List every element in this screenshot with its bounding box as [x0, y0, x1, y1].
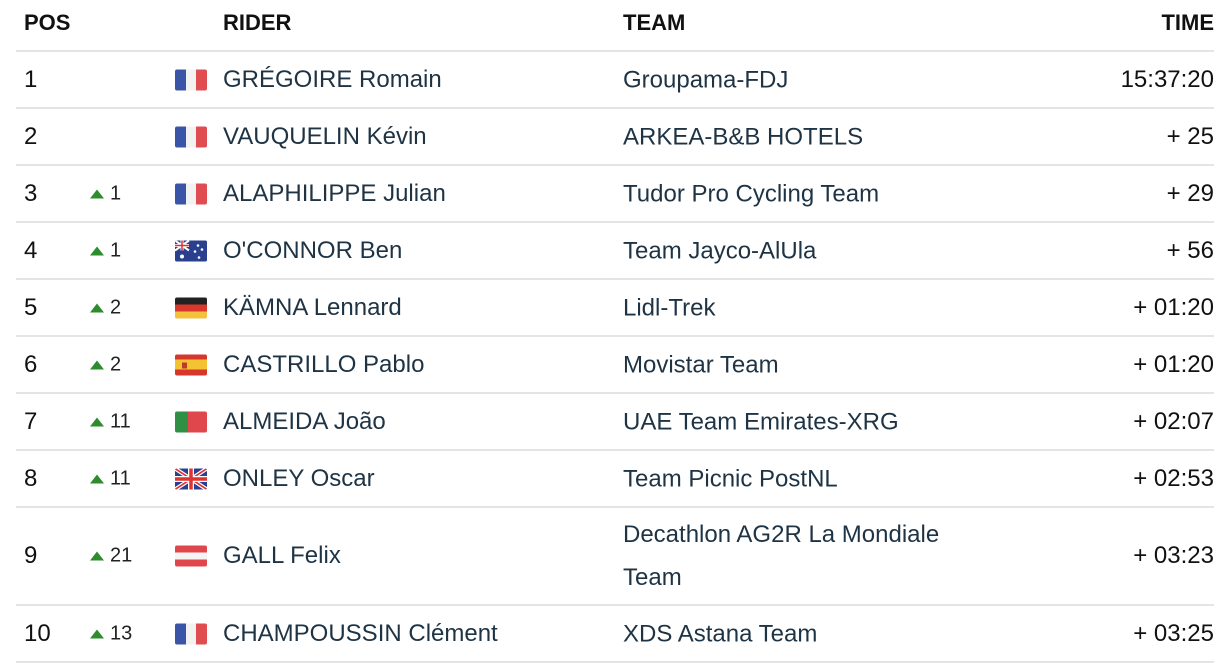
position-cell: 6 — [24, 350, 38, 378]
time-cell: + 56 — [1166, 236, 1214, 264]
position-gain: 1 — [90, 239, 150, 262]
time-cell: + 29 — [1166, 179, 1214, 207]
position-gain: 21 — [90, 545, 150, 568]
rider-name-link[interactable]: ALMEIDA João — [223, 407, 386, 435]
table-header: POS RIDER TEAM TIME — [16, 0, 1214, 52]
table-row: 1 GRÉGOIRE Romain Groupama-FDJ 15:37:20 — [16, 52, 1214, 109]
position-cell: 4 — [24, 236, 38, 264]
time-cell: + 03:23 — [1133, 542, 1214, 569]
gain-value: 11 — [110, 410, 131, 432]
header-time: TIME — [1161, 10, 1214, 35]
team-name-link[interactable]: Team Picnic PostNL — [623, 465, 838, 492]
position-cell: 3 — [24, 179, 38, 207]
up-arrow-icon — [90, 417, 104, 426]
up-arrow-icon — [90, 551, 104, 561]
position-cell: 7 — [24, 407, 38, 435]
flag-spain-icon — [175, 354, 207, 375]
table-row: 5 2 KÄMNA Lennard Lidl-Trek + 01:20 — [16, 280, 1214, 337]
position-cell: 9 — [24, 542, 38, 569]
flag-australia-icon — [175, 240, 207, 261]
team-name-link[interactable]: Tudor Pro Cycling Team — [623, 180, 880, 207]
flag-france-icon — [175, 623, 207, 644]
table-row: 6 2 CASTRILLO Pablo Movistar Team + 01:20 — [16, 337, 1214, 394]
team-name-link[interactable]: Lidl-Trek — [623, 294, 716, 321]
team-name-link[interactable]: UAE Team Emirates-XRG — [623, 408, 899, 435]
table-row: 2 VAUQUELIN Kévin ARKEA-B&B HOTELS + 25 — [16, 109, 1214, 166]
results-table: POS RIDER TEAM TIME 1 GRÉGOIRE Romain Grou… — [16, 0, 1214, 663]
gain-value: 11 — [110, 467, 131, 489]
time-cell: + 01:20 — [1133, 350, 1214, 378]
team-name-link[interactable]: ARKEA-B&B HOTELS — [623, 123, 864, 150]
position-gain: 11 — [90, 467, 150, 490]
rider-name-link[interactable]: KÄMNA Lennard — [223, 293, 402, 321]
table-row: 7 11 ALMEIDA João UAE Team Emirates-XRG + 02… — [16, 394, 1214, 451]
gain-value: 2 — [110, 296, 122, 318]
table-row: 10 13 CHAMPOUSSIN Clément XDS Astana Team + … — [16, 606, 1214, 663]
position-cell: 8 — [24, 464, 38, 492]
rider-name-link[interactable]: GRÉGOIRE Romain — [223, 65, 442, 93]
up-arrow-icon — [90, 629, 104, 638]
header-pos: POS — [24, 10, 71, 35]
position-gain: 1 — [90, 182, 150, 205]
flag-germany-icon — [175, 297, 207, 318]
flag-france-icon — [175, 126, 207, 147]
rider-name-link[interactable]: CHAMPOUSSIN Clément — [223, 619, 498, 647]
up-arrow-icon — [90, 474, 104, 483]
flag-france-icon — [175, 183, 207, 204]
flag-france-icon — [175, 69, 207, 90]
table-row: 4 1 O'CONNOR Ben Team Jayco-AlUla + 56 — [16, 223, 1214, 280]
rider-name-link[interactable]: ALAPHILIPPE Julian — [223, 179, 446, 207]
time-cell: + 03:25 — [1133, 619, 1214, 647]
position-cell: 1 — [24, 65, 38, 93]
table-row: 8 11 ONLEY Oscar Team Picnic PostNL + 02:53 — [16, 451, 1214, 508]
position-cell: 2 — [24, 122, 38, 150]
time-cell: + 01:20 — [1133, 293, 1214, 321]
rider-name-link[interactable]: ONLEY Oscar — [223, 464, 375, 492]
up-arrow-icon — [90, 246, 104, 255]
time-cell: + 02:53 — [1133, 464, 1214, 492]
position-gain: 11 — [90, 410, 150, 433]
rider-name-link[interactable]: O'CONNOR Ben — [223, 236, 403, 264]
flag-austria-icon — [175, 545, 207, 567]
rider-name-link[interactable]: CASTRILLO Pablo — [223, 350, 425, 378]
team-name-link[interactable]: Groupama-FDJ — [623, 66, 789, 93]
flag-united-kingdom-icon — [175, 468, 207, 489]
up-arrow-icon — [90, 303, 104, 312]
gain-value: 1 — [110, 182, 122, 204]
team-name-link[interactable]: XDS Astana Team — [623, 620, 818, 647]
header-team: TEAM — [623, 10, 686, 35]
position-cell: 5 — [24, 293, 38, 321]
up-arrow-icon — [90, 360, 104, 369]
gain-value: 1 — [110, 239, 122, 261]
rider-name-link[interactable]: GALL Felix — [223, 542, 341, 569]
flag-portugal-icon — [175, 411, 207, 432]
time-cell: 15:37:20 — [1120, 65, 1214, 93]
rider-name-link[interactable]: VAUQUELIN Kévin — [223, 122, 427, 150]
table-row: 9 21 GALL Felix Decathlon AG2R La Mondiale … — [16, 508, 1214, 606]
position-gain: 13 — [90, 622, 150, 645]
gain-value: 13 — [110, 622, 133, 644]
header-rider: RIDER — [223, 10, 292, 35]
team-name-link[interactable]: Team Jayco-AlUla — [623, 237, 817, 264]
gain-value: 21 — [110, 544, 133, 567]
gain-value: 2 — [110, 353, 122, 375]
position-cell: 10 — [24, 619, 51, 647]
table-row: 3 1 ALAPHILIPPE Julian Tudor Pro Cycling Te… — [16, 166, 1214, 223]
position-gain: 2 — [90, 296, 150, 319]
time-cell: + 25 — [1166, 122, 1214, 150]
time-cell: + 02:07 — [1133, 407, 1214, 435]
team-name-link[interactable]: Decathlon AG2R La Mondiale Team — [623, 521, 940, 591]
up-arrow-icon — [90, 189, 104, 198]
position-gain: 2 — [90, 353, 150, 376]
team-name-link[interactable]: Movistar Team — [623, 351, 779, 378]
table-body: 1 GRÉGOIRE Romain Groupama-FDJ 15:37:20 2 VAU… — [16, 52, 1214, 663]
